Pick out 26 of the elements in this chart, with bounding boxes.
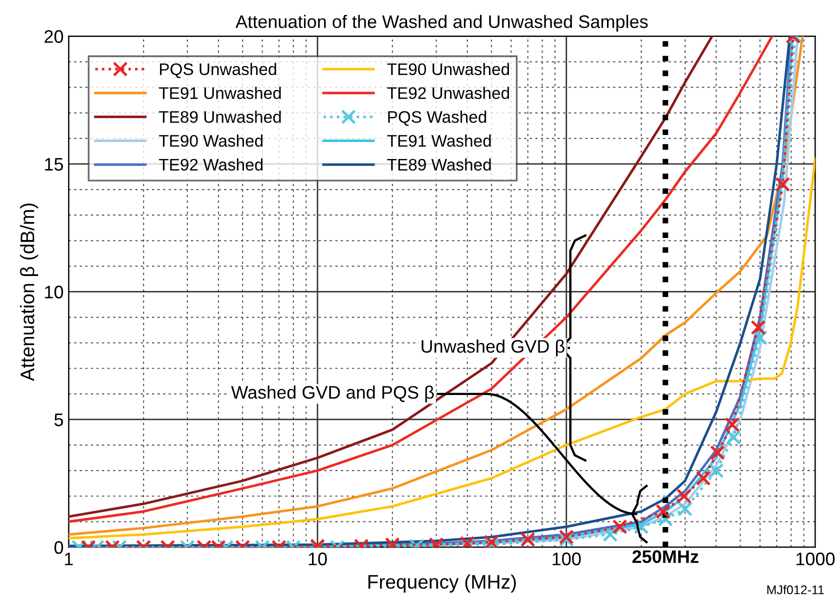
legend-label: PQS Washed bbox=[388, 110, 486, 126]
y-tick-label: 15 bbox=[45, 158, 64, 171]
legend-label: TE91 Washed bbox=[387, 134, 491, 147]
y-tick-label: 0 bbox=[54, 541, 64, 554]
ref-line-label: 250MHz bbox=[632, 550, 698, 564]
x-tick-label: 1000 bbox=[796, 552, 835, 566]
y-axis-title: Attenuation β (dB/m) bbox=[20, 204, 38, 382]
legend-label: TE91 Unwashed bbox=[159, 86, 281, 100]
y-tick-label: 10 bbox=[45, 286, 64, 298]
y-tick-label: 20 bbox=[44, 30, 64, 43]
x-tick-label: 10 bbox=[308, 552, 327, 566]
annotation: Unwashed GVD β bbox=[422, 340, 564, 356]
annotation: Washed GVD and PQS β bbox=[231, 386, 434, 402]
legend-label: TE92 Unwashed bbox=[387, 86, 509, 100]
legend-label: TE90 Unwashed bbox=[387, 62, 509, 76]
legend-label: TE89 Washed bbox=[387, 158, 491, 171]
legend-label: TE89 Unwashed bbox=[159, 110, 281, 123]
chart-title: Attenuation of the Washed and Unwashed Samples bbox=[236, 14, 648, 32]
x-tick-label: 100 bbox=[552, 552, 581, 566]
text: MJf012-11 bbox=[767, 585, 824, 594]
x-tick-label: 1 bbox=[64, 552, 73, 566]
y-tick-label: 5 bbox=[54, 414, 64, 426]
legend-label: TE92 Washed bbox=[159, 158, 263, 171]
legend-label: PQS Unwashed bbox=[160, 62, 276, 78]
legend-label: TE90 Washed bbox=[159, 134, 263, 147]
x-axis-title: Frequency (MHz) bbox=[368, 574, 516, 593]
